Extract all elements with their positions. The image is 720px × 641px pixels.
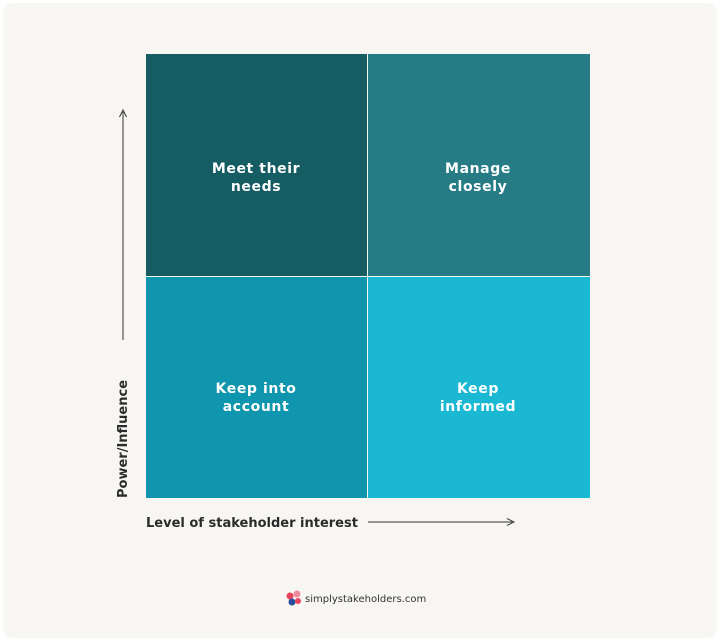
x-axis-label: Level of stakeholder interest: [146, 516, 358, 531]
quadrant-label: needs: [231, 179, 281, 195]
quadrant-label: Keep: [457, 381, 499, 397]
logo: [286, 590, 301, 606]
x-arrowhead: [506, 518, 516, 526]
quadrant-label: informed: [440, 399, 516, 415]
quadrant-label: Manage: [445, 161, 511, 177]
quadrant-top-right: [368, 54, 590, 276]
quadrant-bottom-left: [146, 277, 367, 498]
quadrant-label: Meet their: [212, 161, 300, 177]
quadrant-bottom-right: [368, 277, 590, 498]
y-axis-label: Power/Influence: [116, 380, 131, 498]
quadrant-top-left: [146, 54, 367, 276]
footer-text: simplystakeholders.com: [305, 594, 426, 605]
quadrant-label: closely: [449, 179, 508, 195]
quadrant-label: account: [223, 399, 290, 415]
y-arrowhead: [119, 108, 127, 118]
quadrant-label: Keep into: [216, 381, 297, 397]
